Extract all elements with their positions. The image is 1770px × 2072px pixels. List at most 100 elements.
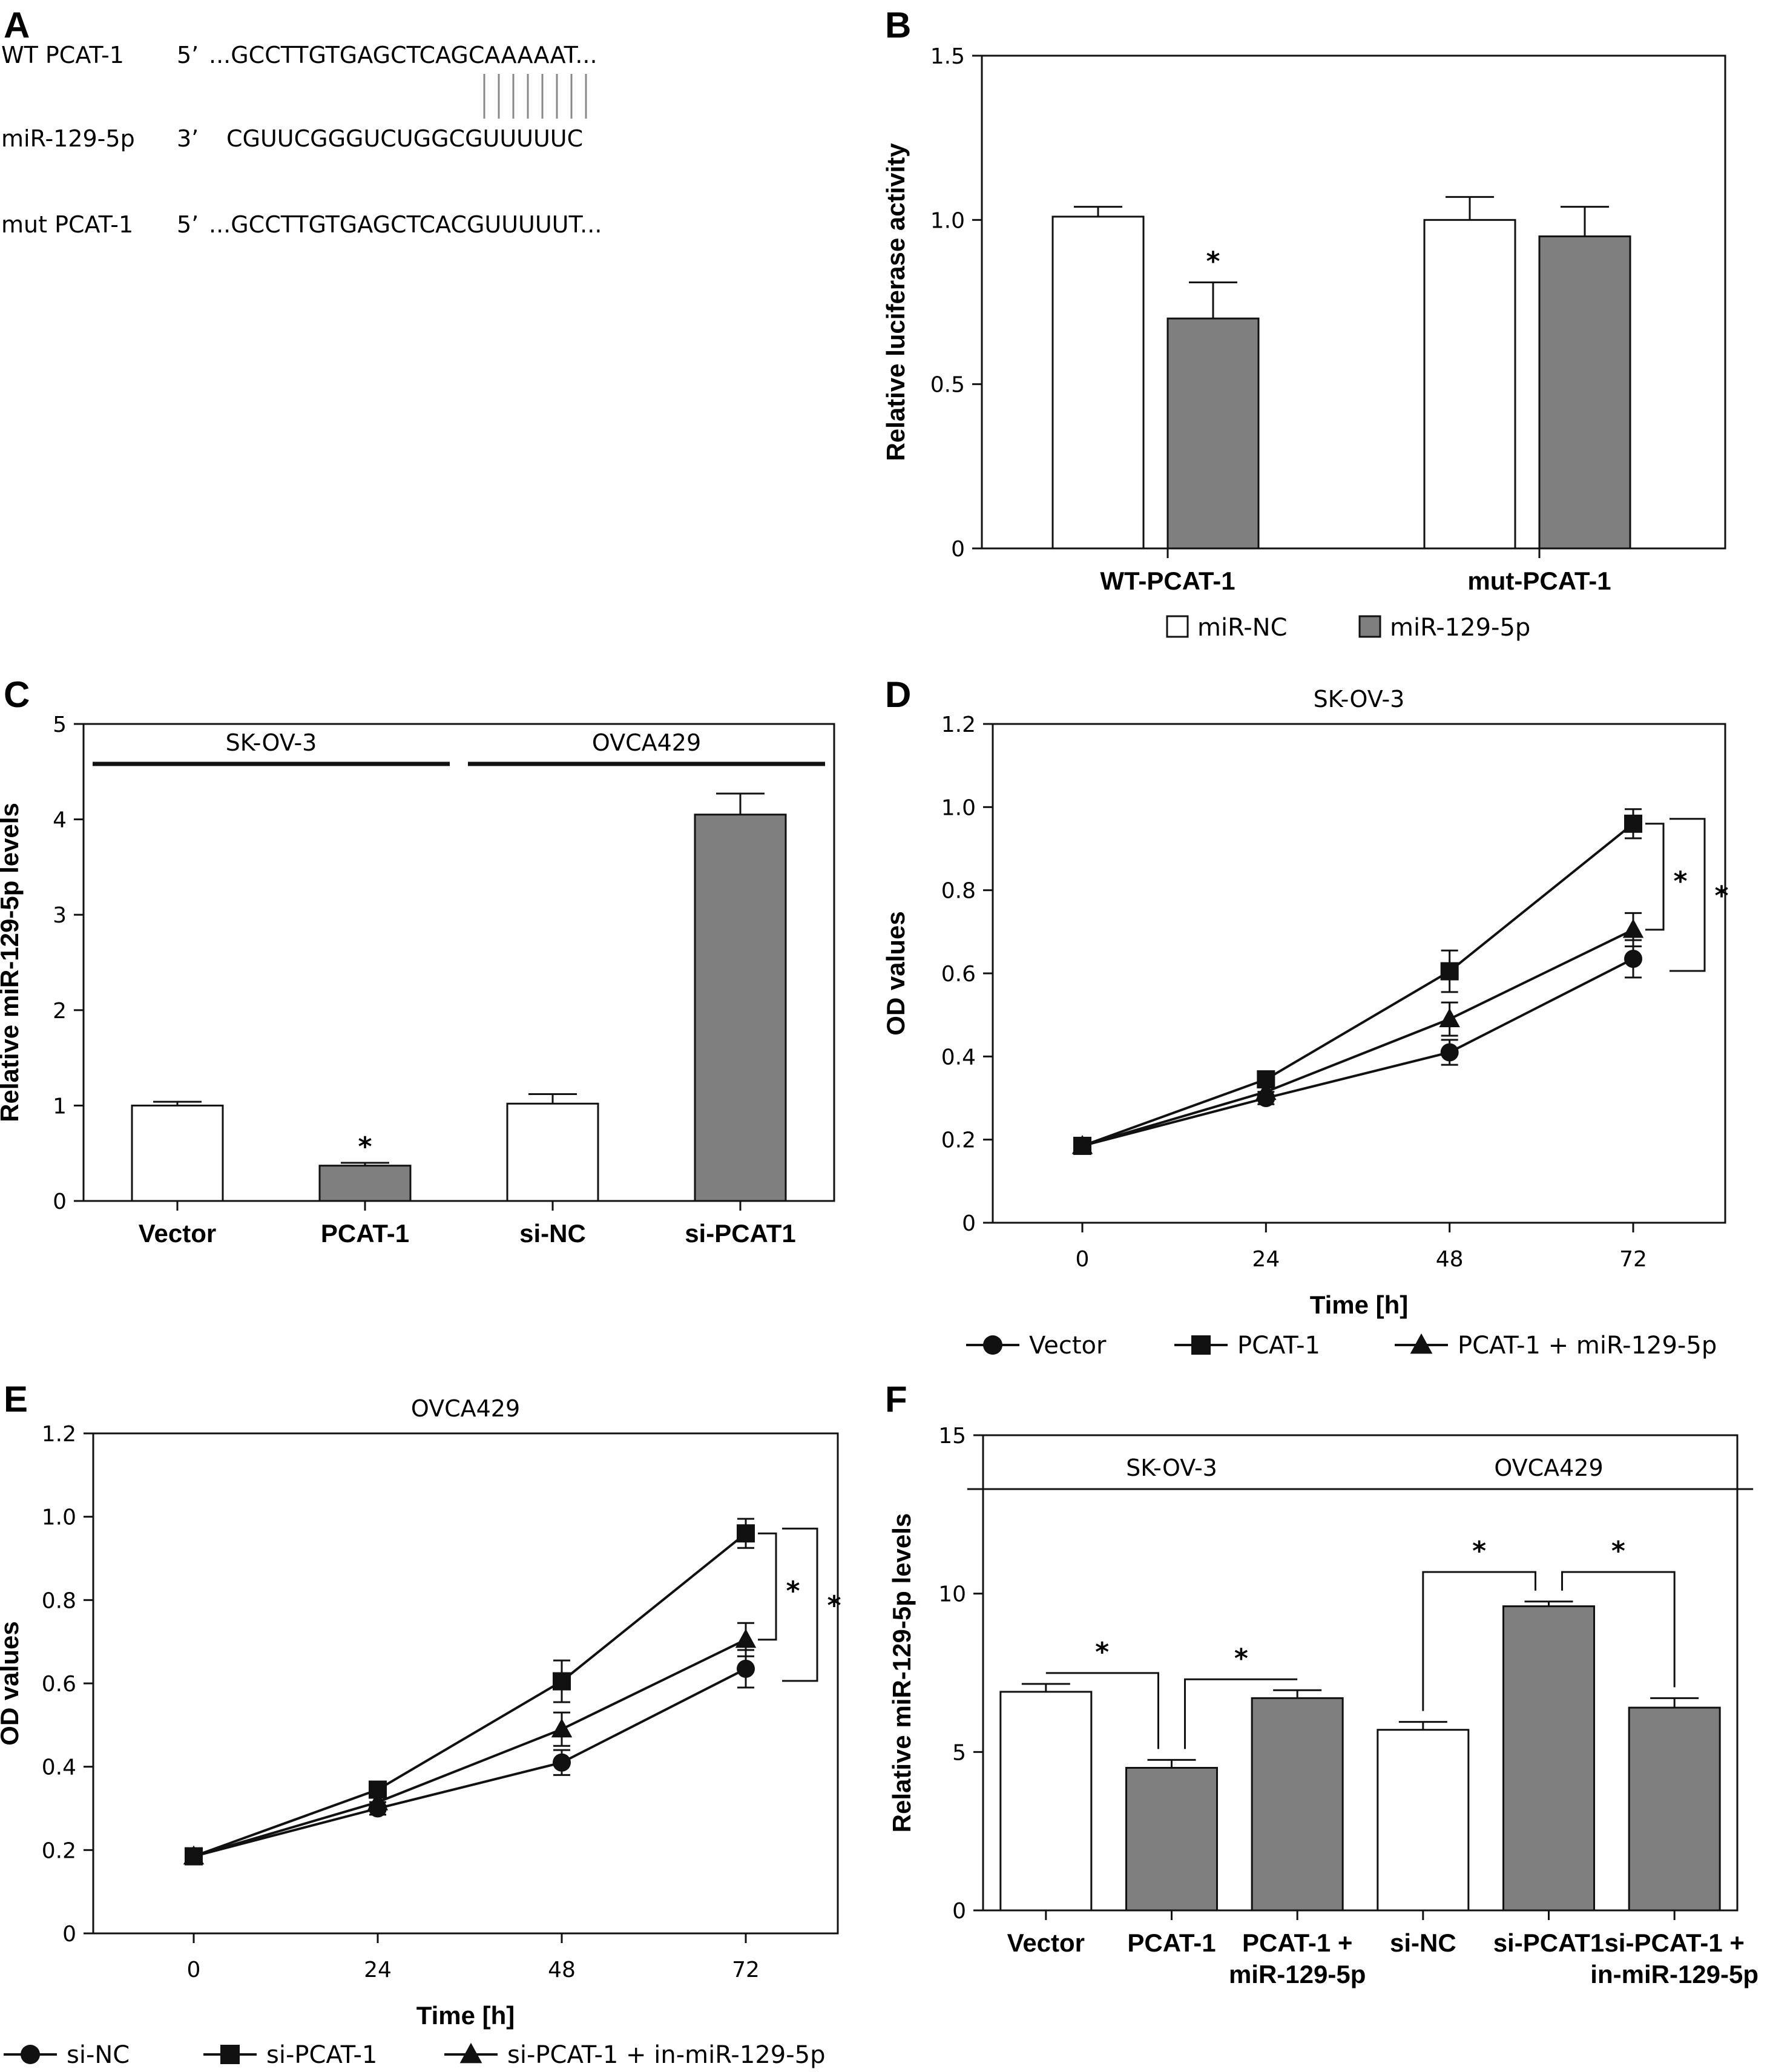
series-line — [1082, 958, 1634, 1147]
seq-end-mut: 5’ — [177, 211, 199, 238]
bar — [1423, 219, 1516, 550]
x-tick-label: PCAT-1 — [1127, 1929, 1216, 1957]
legend-swatch — [1358, 615, 1381, 638]
x-tick-label: si-NC — [519, 1219, 586, 1248]
legend-label: si-NC — [67, 2041, 130, 2069]
marker-square — [1191, 1335, 1211, 1355]
marker-circle — [983, 1335, 1002, 1355]
y-tick-label: 4 — [53, 808, 67, 833]
y-axis-title: Relative miR-129-5p levels — [0, 803, 24, 1122]
marker-circle — [737, 1659, 755, 1678]
x-tick-label: miR-129-5p — [1229, 1960, 1366, 1988]
group-label: OVCA429 — [1494, 1455, 1603, 1481]
x-tick-label: 72 — [1619, 1247, 1647, 1272]
marker-triangle — [1439, 1008, 1460, 1028]
significance-star: * — [827, 1590, 841, 1621]
seq-mir: CGUUCGGGUCUGGCGUUUUUC — [226, 125, 583, 152]
panel-b-chart: 0 0.5 1.0 1.5 Relative luciferase activity WT… — [881, 44, 1726, 642]
legend-label: PCAT-1 + miR-129-5p — [1458, 1332, 1717, 1360]
y-tick-label: 15 — [938, 1424, 966, 1449]
panel-c-chart: 0 1 2 3 4 5 Relative miR-129-5p levels Vector PC… — [0, 712, 835, 1248]
x-tick-label: WT-PCAT-1 — [1100, 567, 1235, 595]
panel-label-e: E — [4, 1379, 28, 1419]
marker-circle — [553, 1753, 571, 1772]
y-axis-title: Relative luciferase activity — [881, 143, 910, 461]
x-tick-label: 48 — [548, 1958, 576, 1982]
series-line — [1082, 929, 1634, 1147]
seq-name-mut: mut PCAT-1 — [1, 211, 133, 238]
y-axis-title: Relative miR-129-5p levels — [887, 1513, 916, 1833]
significance-star: * — [358, 1131, 372, 1162]
bar — [1051, 215, 1145, 550]
x-tick-label: 48 — [1436, 1247, 1464, 1272]
bar — [318, 1165, 412, 1202]
y-tick-label: 0.6 — [42, 1672, 76, 1697]
marker-triangle — [1622, 918, 1644, 938]
x-tick-label: in-miR-129-5p — [1590, 1960, 1758, 1988]
y-tick-label: 1.2 — [941, 712, 976, 737]
x-axis-title: Time [h] — [1310, 1291, 1409, 1319]
panel-label-a: A — [4, 5, 30, 45]
seq-name-wt: WT PCAT-1 — [1, 42, 124, 68]
marker-triangle — [1410, 1333, 1433, 1354]
significance-bracket — [1670, 818, 1706, 972]
y-tick-label: 1.5 — [930, 44, 965, 69]
x-tick-label: si-PCAT1 — [1493, 1929, 1605, 1957]
x-tick-label: si-PCAT-1 + — [1604, 1929, 1744, 1957]
x-tick-label: 0 — [1076, 1247, 1090, 1272]
significance-bracket — [758, 1532, 777, 1641]
comparison-bracket — [1561, 1571, 1676, 1688]
x-tick-label: 24 — [364, 1958, 392, 1982]
bar — [506, 1102, 599, 1202]
series-line — [193, 1532, 747, 1858]
comparison-bracket — [1184, 1678, 1298, 1749]
x-tick-label: si-PCAT1 — [685, 1219, 796, 1248]
group-label: OVCA429 — [592, 729, 701, 756]
y-tick-label: 1.2 — [42, 1422, 76, 1447]
marker-circle — [21, 2045, 40, 2064]
panel-label-c: C — [4, 674, 30, 715]
panel-a: A WT PCAT-1 5’ ...GCCTTGTGAGCTCAGCAAAAAT… — [1, 5, 602, 238]
x-tick-label: PCAT-1 + — [1242, 1929, 1352, 1957]
y-tick-label: 0.4 — [941, 1045, 976, 1070]
significance-star: * — [786, 1576, 800, 1607]
x-tick-label: si-NC — [1390, 1929, 1456, 1957]
y-axis-title: OD values — [0, 1621, 24, 1745]
significance-star: * — [1234, 1643, 1248, 1674]
bar — [1502, 1605, 1595, 1912]
y-tick-label: 1.0 — [930, 208, 965, 233]
seq-end-wt: 5’ — [177, 42, 199, 68]
significance-star: * — [1673, 866, 1687, 896]
marker-triangle — [1071, 1134, 1093, 1154]
marker-square — [220, 2045, 240, 2064]
significance-star: * — [1472, 1536, 1486, 1567]
chart-title: SK-OV-3 — [1314, 686, 1405, 712]
y-tick-label: 1.0 — [42, 1505, 76, 1530]
y-tick-label: 0.2 — [941, 1128, 976, 1153]
significance-bracket — [1645, 823, 1665, 931]
marker-triangle — [183, 1845, 205, 1865]
series-line — [193, 1638, 746, 1858]
x-tick-label: 24 — [1252, 1247, 1280, 1272]
y-tick-label: 0.8 — [42, 1588, 76, 1613]
panel-label-d: D — [885, 674, 911, 715]
seq-mut: ...GCCTTGTGAGCTCACGUUUUUT... — [209, 211, 602, 238]
x-tick-label: PCAT-1 — [321, 1219, 409, 1248]
plot-frame — [92, 1432, 839, 1935]
legend-swatch — [1166, 615, 1189, 638]
marker-triangle — [551, 1718, 573, 1738]
bar — [694, 814, 787, 1202]
bar — [1166, 317, 1260, 550]
legend-label: PCAT-1 — [1237, 1332, 1320, 1360]
marker-square — [1624, 814, 1642, 833]
panel-label-f: F — [885, 1379, 907, 1419]
significance-star: * — [1095, 1637, 1109, 1668]
series-line — [193, 1668, 746, 1858]
legend-label: miR-129-5p — [1390, 614, 1530, 642]
y-tick-label: 0 — [62, 1922, 76, 1947]
marker-square — [553, 1672, 571, 1691]
legend-label: miR-NC — [1197, 614, 1288, 642]
y-tick-label: 0.8 — [941, 879, 976, 904]
bar — [131, 1104, 224, 1202]
marker-circle — [1624, 949, 1642, 968]
